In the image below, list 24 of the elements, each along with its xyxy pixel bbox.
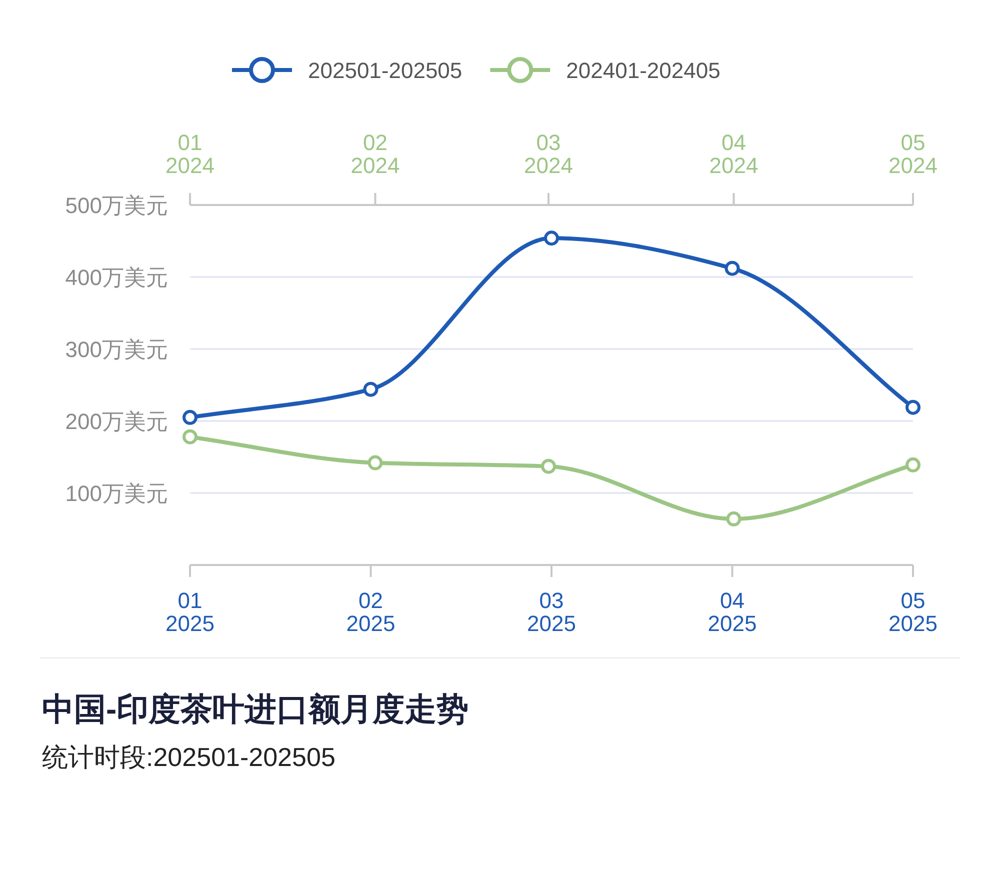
y-tick-label: 300万美元 (65, 337, 168, 362)
text: 统计时段:202501-202505 (42, 742, 336, 772)
x2-tick-label: 05 2024 (888, 130, 938, 178)
x-tick-label: 05 2025 (888, 588, 938, 636)
y-tick-label: 400万美元 (65, 265, 168, 290)
x-tick-label: 01 2025 (166, 588, 214, 636)
y-tick-label: 200万美元 (65, 409, 168, 434)
x2-tick-label: 02 2024 (350, 130, 400, 178)
legend-label: 202401-202405 (566, 58, 720, 83)
x-tick-label: 03 2025 (527, 588, 576, 636)
point (363, 382, 378, 397)
legend-label: 202501-202505 (308, 58, 462, 83)
point (544, 230, 559, 246)
point (724, 260, 740, 276)
x2-tick-label: 01 2024 (166, 130, 214, 178)
x-tick-label: 02 2025 (346, 588, 396, 636)
y-tick-label: 100万美元 (65, 481, 168, 506)
point (906, 400, 920, 415)
y-tick-label: 500万美元 (65, 193, 168, 218)
x2-tick-label: 03 2024 (524, 130, 573, 178)
x2-tick-label: 04 2024 (709, 130, 758, 178)
point (182, 410, 198, 425)
text: 中国-印度茶叶进口额月度走势 (42, 691, 469, 727)
x-tick-label: 04 2025 (708, 588, 757, 636)
